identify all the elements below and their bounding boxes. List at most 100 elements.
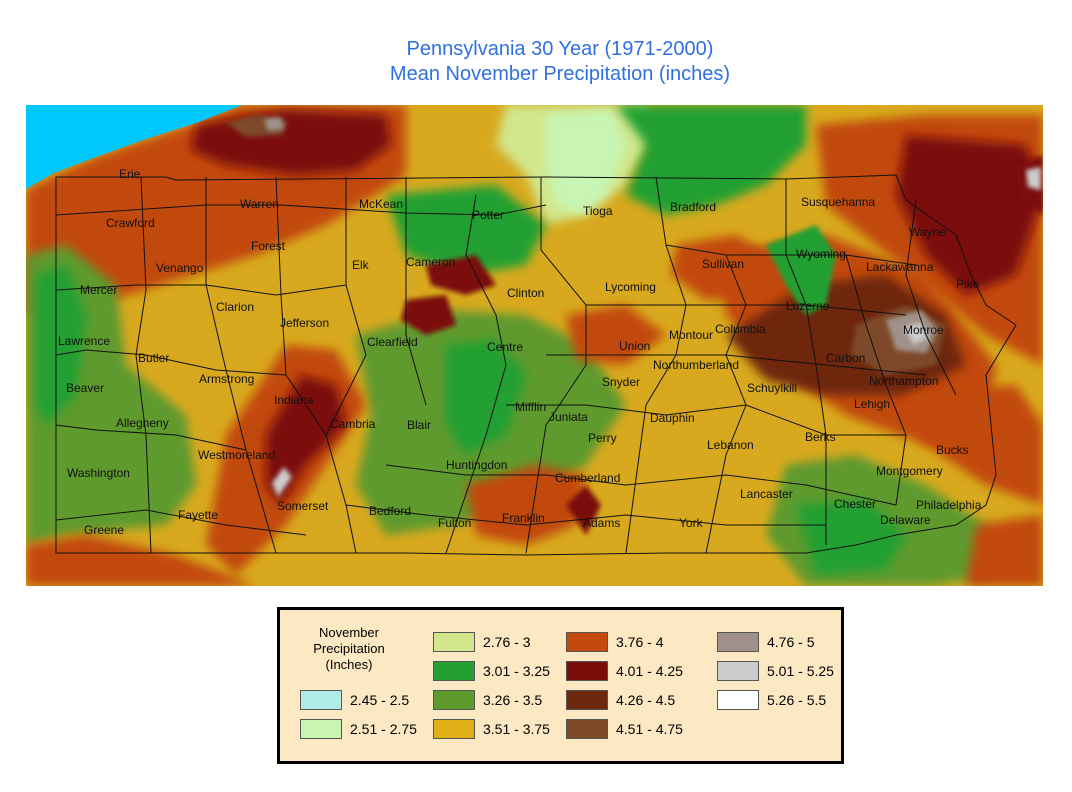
county-label: Huntingdon xyxy=(446,458,507,472)
precipitation-map: Erie Crawford Warren McKean Potter Tioga Bradf… xyxy=(26,105,1043,586)
legend-swatch xyxy=(300,690,342,710)
county-label: Montgomery xyxy=(876,464,943,478)
precip-zone xyxy=(796,500,906,575)
county-label: Dauphin xyxy=(650,411,695,425)
county-boundary xyxy=(205,177,277,554)
precip-zone xyxy=(426,255,496,295)
county-labels: Erie Crawford Warren McKean Potter Tioga Bradf… xyxy=(58,167,982,537)
legend-label: 2.76 - 3 xyxy=(483,634,531,650)
county-label: Beaver xyxy=(66,381,104,395)
precip-zone xyxy=(904,323,928,345)
legend-label: 2.45 - 2.5 xyxy=(350,692,410,708)
precip-zone xyxy=(616,105,806,215)
county-label: Luzerne xyxy=(786,299,830,313)
county-label: Venango xyxy=(156,261,204,275)
precip-zone xyxy=(264,117,284,131)
legend-label: 3.26 - 3.5 xyxy=(483,692,543,708)
county-label: Clearfield xyxy=(367,335,418,349)
county-label: Elk xyxy=(352,258,370,272)
county-label: Centre xyxy=(487,340,523,354)
county-label: Washington xyxy=(67,466,130,480)
county-boundary xyxy=(625,176,687,554)
precip-zone xyxy=(26,535,256,586)
county-label: Lebanon xyxy=(707,438,754,452)
county-label: Lehigh xyxy=(854,397,890,411)
precip-zone xyxy=(401,295,456,335)
county-boundary xyxy=(275,176,327,436)
legend-swatch xyxy=(566,690,608,710)
legend: November Precipitation (Inches) 2.45 - 2… xyxy=(277,607,844,764)
county-boundary xyxy=(785,179,827,545)
county-label: Wyoming xyxy=(796,247,846,261)
county-boundary xyxy=(546,354,927,376)
precip-zone xyxy=(466,465,586,545)
legend-swatch xyxy=(566,719,608,739)
legend-label: 4.76 - 5 xyxy=(767,634,815,650)
county-boundary xyxy=(135,176,152,554)
county-label: Jefferson xyxy=(280,316,329,330)
map-title-line-2: Mean November Precipitation (inches) xyxy=(389,63,731,85)
legend-swatch xyxy=(717,661,759,681)
county-label: Lycoming xyxy=(605,280,656,294)
legend-title: November Precipitation (Inches) xyxy=(313,625,385,672)
county-label: Montour xyxy=(669,328,713,342)
county-label: Somerset xyxy=(277,499,329,513)
map-canvas: Erie Crawford Warren McKean Potter Tioga Bradf… xyxy=(26,105,1043,586)
legend-swatch xyxy=(433,690,475,710)
county-boundary xyxy=(325,177,367,554)
precip-zone xyxy=(36,265,86,425)
legend-label: 2.51 - 2.75 xyxy=(350,721,417,737)
county-boundary xyxy=(55,349,287,376)
county-label: Allegheny xyxy=(116,416,169,430)
county-label: Snyder xyxy=(602,375,640,389)
county-boundary xyxy=(55,509,307,536)
county-label: Cumberland xyxy=(555,471,620,485)
county-label: Susquehanna xyxy=(801,195,875,209)
map-title-line-1: Pennsylvania 30 Year (1971-2000) xyxy=(406,38,714,60)
county-label: Lancaster xyxy=(740,487,793,501)
precip-zone xyxy=(966,515,1043,586)
legend-swatch xyxy=(717,690,759,710)
legend-swatch xyxy=(566,632,608,652)
county-label: Tioga xyxy=(583,204,613,218)
county-label: Delaware xyxy=(880,513,931,527)
county-label: Lackawanna xyxy=(866,260,934,274)
county-label: Wayne xyxy=(909,225,946,239)
county-label: Adams xyxy=(583,516,620,530)
precip-zone xyxy=(386,185,546,275)
county-label: Northampton xyxy=(869,374,938,388)
county-label: Armstrong xyxy=(199,372,254,386)
county-label: Erie xyxy=(119,167,141,181)
county-label: Butler xyxy=(138,351,169,365)
legend-label: 3.01 - 3.25 xyxy=(483,663,550,679)
county-label: Westmoreland xyxy=(198,448,275,462)
precipitation-zones xyxy=(26,105,1043,586)
county-label: Clinton xyxy=(507,286,544,300)
precip-zone xyxy=(446,340,526,455)
county-label: Fulton xyxy=(438,516,471,530)
legend-label: 3.51 - 3.75 xyxy=(483,721,550,737)
legend-swatch xyxy=(717,632,759,652)
county-label: Philadelphia xyxy=(916,498,982,512)
county-boundaries xyxy=(55,174,1017,556)
legend-label: 5.01 - 5.25 xyxy=(767,663,834,679)
county-boundary xyxy=(445,194,507,554)
county-label: Carbon xyxy=(826,351,865,365)
precip-zone xyxy=(671,235,786,300)
county-boundary xyxy=(586,304,907,316)
county-label: Sullivan xyxy=(702,257,744,271)
county-boundary xyxy=(705,254,747,554)
county-boundary xyxy=(905,199,957,396)
county-boundary xyxy=(345,504,826,526)
county-label: Indiana xyxy=(274,393,314,407)
county-label: Bradford xyxy=(670,200,716,214)
county-label: Northumberland xyxy=(653,358,739,372)
legend-swatch xyxy=(300,719,342,739)
county-label: Franklin xyxy=(502,511,545,525)
county-label: Monroe xyxy=(903,323,944,337)
county-label: Cambria xyxy=(330,417,376,431)
legend-label: 3.76 - 4 xyxy=(616,634,664,650)
county-boundary xyxy=(665,244,917,266)
county-label: Blair xyxy=(407,418,431,432)
county-label: Chester xyxy=(834,497,876,511)
